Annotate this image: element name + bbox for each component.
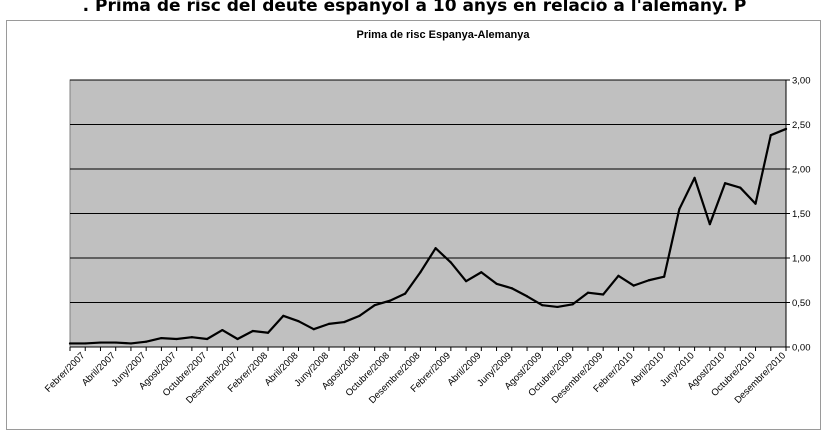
data-point: [343, 320, 346, 324]
data-point: [358, 314, 361, 317]
data-point: [525, 295, 529, 298]
data-point: [739, 186, 742, 189]
data-point: [114, 341, 117, 344]
data-point: [282, 314, 285, 317]
data-point: [99, 341, 102, 344]
plot-area: 0,000,501,001,502,002,503,00Febrer/2007A…: [43, 76, 811, 406]
data-point: [419, 271, 422, 274]
data-point: [495, 282, 498, 285]
data-point: [190, 336, 193, 339]
data-point: [647, 279, 650, 282]
data-point: [449, 261, 452, 264]
data-point: [145, 340, 148, 343]
data-point: [678, 207, 681, 211]
data-point: [404, 292, 407, 295]
data-point: [464, 280, 468, 283]
series-line: [68, 127, 788, 345]
data-point: [160, 337, 163, 340]
data-point: [312, 328, 315, 331]
y-tick-label: 0,50: [792, 298, 811, 309]
data-point: [510, 287, 513, 290]
data-point: [541, 304, 544, 307]
data-point: [206, 337, 209, 341]
data-point: [434, 247, 437, 250]
data-point: [617, 274, 620, 277]
y-tick-label: 0,00: [792, 343, 811, 354]
data-point: [175, 337, 178, 341]
data-point: [84, 342, 87, 345]
data-point: [693, 176, 696, 179]
y-tick-label: 1,00: [792, 254, 811, 265]
data-point: [297, 320, 300, 323]
page-heading: . Prima de risc del deute espanyol a 10 …: [82, 0, 747, 16]
data-point: [784, 127, 788, 131]
data-point: [251, 329, 254, 333]
y-tick-label: 2,50: [792, 120, 811, 131]
data-point: [769, 134, 772, 137]
data-point: [723, 182, 727, 185]
data-point: [586, 291, 590, 294]
data-point: [327, 322, 331, 325]
data-point: [480, 271, 483, 274]
chart-title: Prima de risc Espanya-Alemanya: [356, 29, 530, 41]
data-point: [129, 342, 133, 345]
data-point: [236, 337, 239, 341]
y-tick-label: 2,00: [792, 165, 811, 176]
data-point: [556, 305, 559, 309]
data-point: [602, 293, 605, 296]
y-tick-label: 3,00: [792, 76, 811, 87]
data-point: [388, 299, 392, 302]
x-tick-label: Febrer/2007: [43, 350, 87, 394]
data-point: [266, 331, 270, 334]
data-point: [68, 342, 72, 345]
y-tick-label: 1,50: [792, 209, 811, 220]
data-point: [373, 304, 376, 307]
data-point: [663, 275, 666, 278]
data-point: [754, 202, 757, 205]
data-point: [632, 284, 635, 287]
data-point: [571, 303, 574, 306]
data-point: [708, 223, 711, 226]
data-point: [221, 328, 224, 332]
